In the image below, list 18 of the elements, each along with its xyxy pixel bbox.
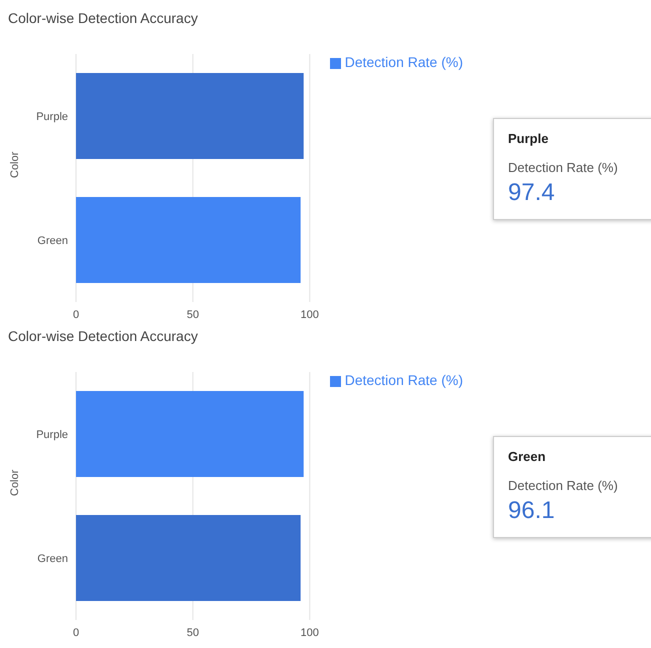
y-tick-label: Green — [37, 234, 68, 247]
chart-title: Color-wise Detection Accuracy — [8, 9, 199, 28]
x-tick-label: 100 — [300, 308, 319, 321]
x-tick-label: 50 — [186, 308, 199, 321]
legend-label: Detection Rate (%) — [344, 372, 463, 388]
x-tick-label: 0 — [72, 626, 80, 639]
tooltip-card: Purple Detection Rate (%) 97.4 — [493, 118, 651, 220]
x-tick-label: 0 — [72, 308, 80, 321]
legend-label: Detection Rate (%) — [344, 54, 463, 70]
x-tick-label: 100 — [300, 626, 319, 639]
x-tick-label: 50 — [186, 626, 199, 639]
y-tick-label: Purple — [36, 428, 68, 441]
tooltip-card: Green Detection Rate (%) 96.1 — [493, 436, 651, 538]
y-axis-title: Color — [8, 469, 21, 496]
chart-title: Color-wise Detection Accuracy — [8, 327, 199, 346]
y-tick-label: Purple — [36, 110, 68, 123]
y-tick-label: Green — [37, 552, 68, 565]
y-axis-title: Color — [8, 151, 21, 178]
